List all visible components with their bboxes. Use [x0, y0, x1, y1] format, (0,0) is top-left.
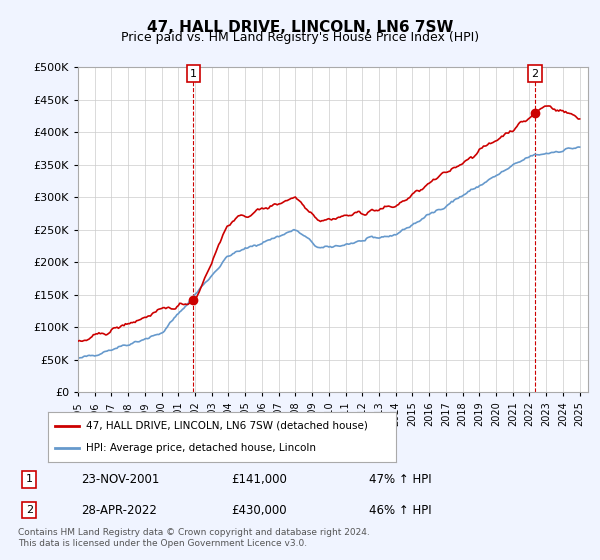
Text: £430,000: £430,000 — [231, 503, 287, 516]
Text: 2: 2 — [531, 69, 538, 79]
Text: 28-APR-2022: 28-APR-2022 — [81, 503, 157, 516]
Text: 1: 1 — [26, 474, 33, 484]
Text: 1: 1 — [190, 69, 197, 79]
Text: HPI: Average price, detached house, Lincoln: HPI: Average price, detached house, Linc… — [86, 443, 316, 453]
Text: 47% ↑ HPI: 47% ↑ HPI — [369, 473, 432, 486]
Text: £141,000: £141,000 — [231, 473, 287, 486]
Text: Contains HM Land Registry data © Crown copyright and database right 2024.
This d: Contains HM Land Registry data © Crown c… — [18, 528, 370, 548]
Text: Price paid vs. HM Land Registry's House Price Index (HPI): Price paid vs. HM Land Registry's House … — [121, 31, 479, 44]
Text: 47, HALL DRIVE, LINCOLN, LN6 7SW (detached house): 47, HALL DRIVE, LINCOLN, LN6 7SW (detach… — [86, 421, 368, 431]
Text: 23-NOV-2001: 23-NOV-2001 — [81, 473, 160, 486]
Text: 47, HALL DRIVE, LINCOLN, LN6 7SW: 47, HALL DRIVE, LINCOLN, LN6 7SW — [147, 20, 453, 35]
Text: 2: 2 — [26, 505, 33, 515]
Text: 46% ↑ HPI: 46% ↑ HPI — [369, 503, 432, 516]
